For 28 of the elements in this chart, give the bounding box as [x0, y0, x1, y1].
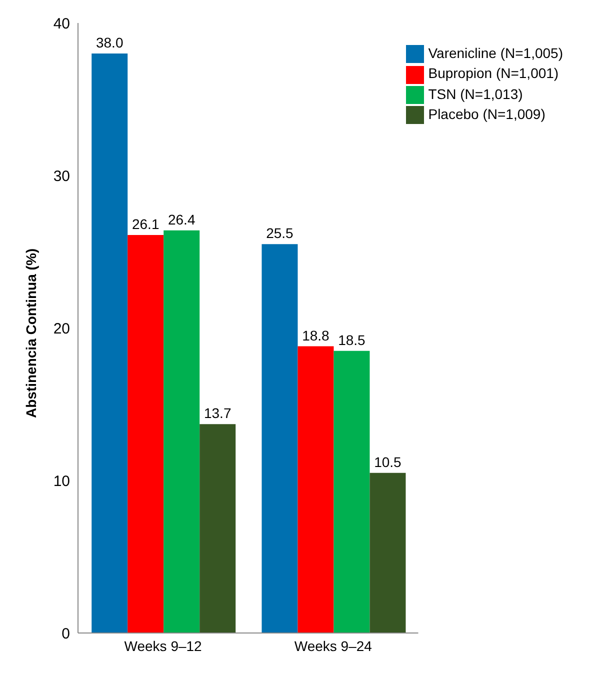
x-tick-label: Weeks 9–12 [124, 638, 202, 654]
legend-label: Bupropion (N=1,001) [428, 65, 559, 82]
legend-label: TSN (N=1,013) [428, 86, 523, 102]
bar [370, 472, 406, 633]
y-tick-label: 40 [53, 15, 70, 32]
y-tick-label: 30 [53, 168, 70, 185]
data-label: 25.5 [266, 225, 294, 242]
y-tick-label: 20 [53, 320, 70, 338]
data-label: 38.0 [96, 34, 124, 50]
y-axis-title: Abstinencia Continua (%) [22, 248, 39, 418]
data-label: 18.8 [302, 327, 330, 344]
bar [128, 234, 164, 633]
legend-label: Varenicline (N=1,005) [428, 45, 563, 61]
bar [262, 244, 298, 633]
bar [92, 54, 128, 633]
x-tick-label: Weeks 9–24 [294, 638, 372, 654]
bar [334, 350, 370, 633]
data-label: 18.5 [338, 332, 366, 348]
data-label: 10.5 [374, 454, 402, 470]
data-label: 26.1 [132, 216, 160, 232]
data-label: 26.4 [168, 211, 196, 228]
bar [200, 424, 236, 633]
data-label: 13.7 [204, 405, 232, 422]
bar [298, 346, 334, 633]
y-tick-label: 10 [53, 472, 70, 490]
y-tick-label: 0 [62, 625, 70, 642]
legend-label: Placebo (N=1,009) [428, 106, 546, 122]
bar [164, 230, 200, 633]
